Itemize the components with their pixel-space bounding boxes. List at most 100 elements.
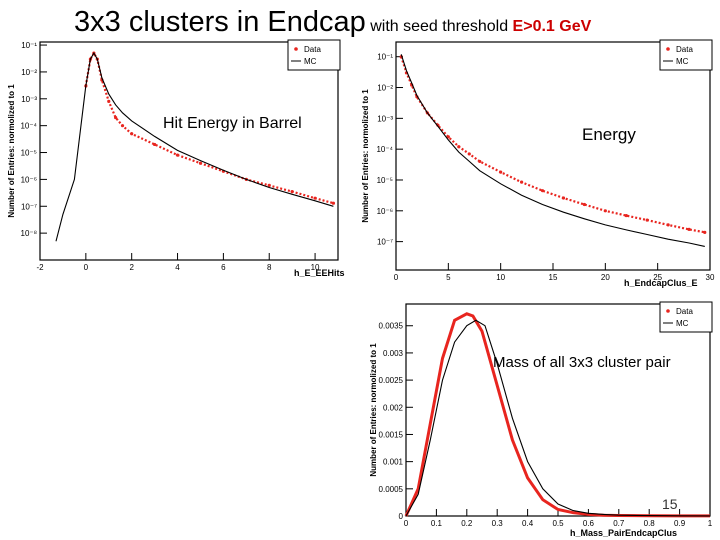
legend-marker-data [294, 47, 298, 51]
x-tick-label: 25 [653, 273, 662, 282]
y-tick-label: 0.0005 [379, 485, 404, 494]
y-tick-label: 10⁻⁴ [376, 145, 393, 154]
legend-box [659, 301, 713, 333]
x-axis-label: h_E_EEHits [294, 268, 345, 278]
title-cut: E>0.1 GeV [512, 18, 592, 35]
y-tick-label: 10⁻³ [377, 114, 393, 123]
data-point [582, 202, 586, 207]
data-point [313, 196, 317, 200]
plot-frame [395, 41, 711, 271]
data-point [499, 170, 503, 174]
title-sub: with seed threshold [370, 18, 509, 35]
y-tick-label: 10⁻⁵ [21, 149, 37, 158]
y-tick-label: 10⁻¹ [377, 53, 393, 62]
x-tick-label: 10 [496, 273, 505, 282]
y-tick-label: 10⁻⁸ [21, 229, 38, 238]
y-tick-label: 10⁻⁶ [21, 175, 37, 184]
x-tick-label: 0.3 [492, 519, 504, 528]
y-tick-label: 0.003 [383, 349, 404, 358]
y-axis-label: Number of Entries: normolized to 1 [369, 343, 378, 477]
y-axis-label: Number of Entries: normolized to 1 [361, 89, 370, 223]
x-tick-label: 0 [84, 263, 89, 272]
data-point [290, 190, 294, 194]
series-line-mc [405, 319, 711, 517]
data-point [107, 99, 111, 103]
legend-label-data: Data [304, 45, 321, 54]
data-point [603, 209, 607, 213]
x-tick-label: 0.1 [431, 519, 443, 528]
title-main: 3x3 clusters in Endcap [74, 6, 366, 38]
annotation-mass: Mass of all 3x3 cluster pair [493, 354, 671, 371]
y-tick-label: 0 [399, 512, 404, 521]
y-tick-label: 10⁻² [377, 84, 393, 93]
legend-box [659, 39, 713, 71]
x-tick-label: 20 [601, 273, 610, 282]
data-point [478, 159, 482, 164]
x-tick-label: 30 [706, 273, 715, 282]
x-tick-label: 1 [708, 519, 713, 528]
series-line-data [84, 50, 334, 205]
data-point [267, 183, 271, 187]
y-tick-label: 10⁻² [21, 68, 37, 77]
data-point [120, 124, 125, 128]
x-tick-label: 2 [129, 263, 134, 272]
x-tick-label: 6 [221, 263, 226, 272]
x-tick-label: 0.6 [583, 519, 595, 528]
y-tick-label: 0.0015 [379, 430, 404, 439]
data-point [130, 132, 134, 136]
legend-label-data: Data [676, 307, 693, 316]
annotation-energy: Energy [582, 125, 636, 144]
pair-mass-plot: 0 0.1 0.2 0.3 0.4 0.5 0.6 0.7 0.8 0.9 1 0 0.0005 0.00… [369, 301, 713, 538]
x-tick-label: 4 [175, 263, 180, 272]
slide-title: 3x3 clusters in Endcap with seed thresho… [74, 6, 591, 39]
x-tick-label: 0.7 [613, 519, 625, 528]
x-tick-label: 0.4 [522, 519, 534, 528]
data-point [540, 189, 545, 193]
x-axis-label: h_Mass_PairEndcapClus [570, 528, 677, 538]
x-tick-label: 0 [404, 519, 409, 528]
legend-label-mc: MC [676, 57, 689, 66]
data-point [520, 180, 524, 184]
x-tick-label: 0 [394, 273, 399, 282]
data-point [175, 153, 180, 157]
y-tick-label: 0.001 [383, 458, 404, 467]
x-tick-label: 0.9 [674, 519, 686, 528]
data-point [467, 152, 471, 156]
data-point [457, 145, 461, 149]
x-tick-label: 8 [267, 263, 272, 272]
annotation-hit-energy: Hit Energy in Barrel [163, 115, 302, 132]
hit-energy-plot: -2 0 2 4 6 8 10 10⁻⁸ 10⁻⁷ 10⁻⁶ 10⁻⁵ 10⁻⁴ 10⁻³ 10⁻² 10⁻… [7, 39, 345, 278]
y-tick-label: 10⁻⁷ [21, 202, 37, 211]
y-tick-label: 10⁻¹ [21, 41, 37, 50]
legend-marker-data [666, 47, 670, 51]
x-axis-label: h_EndcapClus_E [624, 278, 698, 288]
plot-frame [405, 303, 711, 517]
data-point [153, 142, 157, 147]
y-tick-label: 10⁻⁵ [377, 176, 393, 185]
x-tick-label: 0.2 [461, 519, 473, 528]
data-point [114, 115, 118, 120]
legend-marker-data [666, 309, 670, 313]
y-axis-label: Number of Entries: normolized to 1 [7, 84, 16, 218]
x-tick-label: -2 [36, 263, 44, 272]
y-tick-label: 10⁻³ [21, 95, 37, 104]
series-line-mc [55, 51, 334, 242]
data-point [198, 161, 203, 165]
page-number: 15 [662, 496, 678, 512]
y-tick-label: 0.0035 [379, 322, 404, 331]
legend-label-mc: MC [304, 57, 317, 66]
plot-frame [39, 41, 339, 261]
data-point [703, 230, 707, 234]
legend-box [287, 39, 341, 71]
data-point [645, 218, 649, 222]
data-point [446, 135, 450, 139]
legend-label-data: Data [676, 45, 693, 54]
series-line-mc [400, 54, 705, 247]
data-point [666, 223, 670, 227]
data-point [624, 213, 628, 218]
x-tick-label: 0.8 [644, 519, 656, 528]
x-tick-label: 15 [549, 273, 558, 282]
data-point [331, 201, 336, 205]
x-tick-label: 10 [311, 263, 320, 272]
x-tick-label: 5 [446, 273, 451, 282]
